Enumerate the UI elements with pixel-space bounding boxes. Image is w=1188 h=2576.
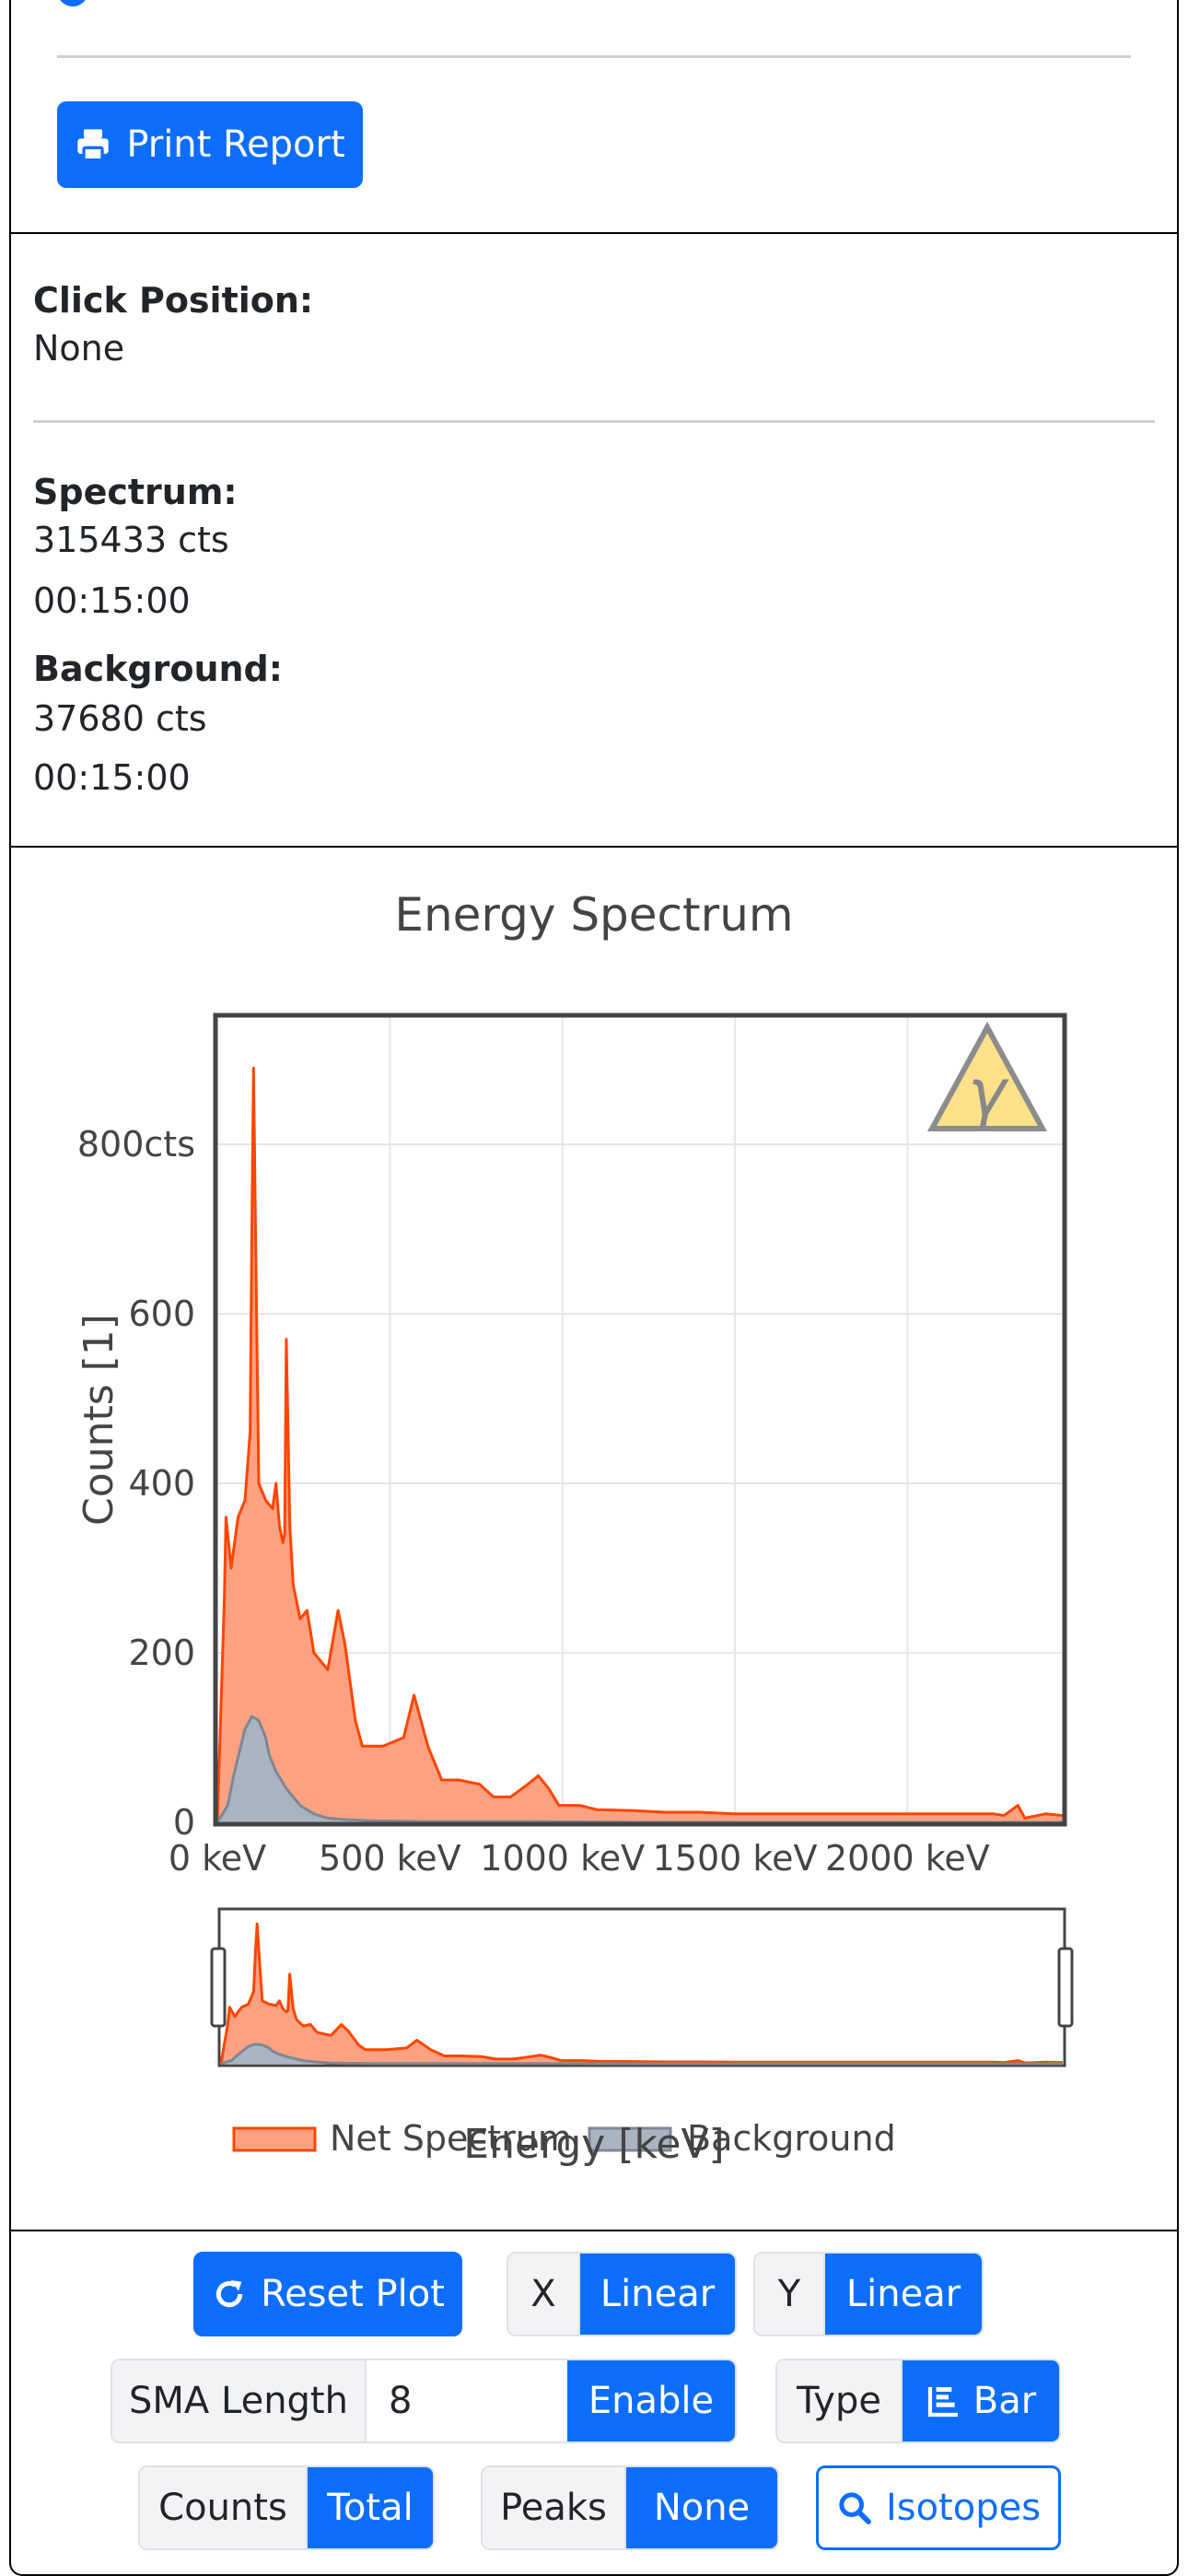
- spectrum-counts: 315433 cts: [33, 520, 229, 560]
- plot-type-group: Type Bar: [775, 2359, 1061, 2443]
- x-axis-ticks: 0 keV 500 keV 1000 keV 1500 keV 2000 keV: [169, 1838, 990, 1879]
- plot-panel: Energy Spectrum 0 200 400 600 800cts 0 keV 50…: [9, 848, 1179, 2231]
- energy-spectrum-chart[interactable]: Energy Spectrum 0 200 400 600 800cts 0 keV 50…: [11, 848, 1177, 2230]
- peaks-group: Peaks None: [481, 2465, 779, 2550]
- y-scale-group: Y Linear: [753, 2252, 984, 2336]
- legend: Net Spectrum Background: [232, 2118, 896, 2159]
- background-line[interactable]: [215, 1715, 1063, 1824]
- y-scale-label: Y: [755, 2254, 825, 2335]
- x-scale-button[interactable]: Linear: [580, 2254, 735, 2335]
- background-area: [217, 1716, 1063, 1822]
- x-tick-label: 2000 keV: [825, 1838, 990, 1879]
- range-slider[interactable]: [210, 1907, 1074, 2067]
- print-report-button[interactable]: Print Report: [57, 101, 363, 188]
- sma-length-input[interactable]: 8: [367, 2360, 567, 2441]
- svg-text:γ: γ: [968, 1055, 1009, 1130]
- counts-label: Counts: [140, 2467, 308, 2548]
- y-axis-ticks: 0 200 400 600 800cts: [77, 1124, 195, 1843]
- x-scale-label: X: [508, 2254, 580, 2335]
- divider: [33, 420, 1155, 423]
- x-tick-label: 1000 keV: [480, 1838, 645, 1879]
- slider-background-line[interactable]: [220, 2043, 1063, 2066]
- y-tick-label: 800cts: [77, 1124, 195, 1165]
- divider: [57, 55, 1131, 58]
- x-tick-label: 1500 keV: [653, 1838, 818, 1879]
- report-section: Print Report: [9, 0, 1179, 234]
- reset-plot-label: Reset Plot: [261, 2273, 445, 2315]
- sma-group: SMA Length 8 Enable: [111, 2359, 737, 2443]
- sma-enable-button[interactable]: Enable: [567, 2360, 735, 2441]
- plot-type-label: Type: [777, 2360, 903, 2441]
- plot-type-value: Bar: [973, 2380, 1037, 2422]
- x-tick-label: 0 keV: [169, 1838, 266, 1879]
- spectrum-label: Spectrum:: [33, 472, 238, 512]
- slider-net-spectrum-line[interactable]: [219, 1922, 1064, 2065]
- reset-plot-button[interactable]: Reset Plot: [193, 2252, 462, 2336]
- background-time: 00:15:00: [33, 757, 191, 798]
- grid: [217, 1017, 1063, 1822]
- bar-chart-icon: [927, 2387, 958, 2418]
- x-tick-label: 500 keV: [319, 1838, 461, 1879]
- counts-group: Counts Total: [138, 2465, 435, 2550]
- peaks-label: Peaks: [483, 2467, 626, 2548]
- partial-option-row: [57, 0, 88, 17]
- print-report-label: Print Report: [126, 123, 345, 166]
- y-scale-button[interactable]: Linear: [825, 2254, 982, 2335]
- x-scale-group: X Linear: [507, 2252, 737, 2336]
- click-position-label: Click Position:: [33, 280, 314, 321]
- range-slider-right-handle[interactable]: [1057, 1947, 1074, 2028]
- radio-selected-icon[interactable]: [57, 0, 88, 6]
- net-spectrum-area: [217, 1068, 1063, 1822]
- y-axis-title: Counts [1]: [76, 1314, 122, 1526]
- peaks-button[interactable]: None: [626, 2467, 777, 2548]
- printer-icon: [77, 129, 109, 162]
- reset-icon: [215, 2280, 243, 2308]
- background-counts: 37680 cts: [33, 698, 207, 739]
- background-label: Background:: [33, 649, 283, 689]
- slider-net-spectrum-area: [221, 1924, 1063, 2064]
- counts-button[interactable]: Total: [308, 2467, 433, 2548]
- legend-item-net[interactable]: Net Spectrum: [232, 2118, 572, 2159]
- isotopes-label: Isotopes: [885, 2487, 1042, 2529]
- y-tick-label: 0: [173, 1802, 195, 1843]
- range-slider-preview: [219, 1922, 1064, 2066]
- series-layer: [215, 1066, 1064, 1824]
- chart-title: Energy Spectrum: [394, 888, 793, 942]
- y-tick-label: 200: [128, 1633, 195, 1673]
- plot-type-button[interactable]: Bar: [903, 2360, 1059, 2441]
- gamma-warning-icon: γ: [926, 1021, 1048, 1131]
- legend-item-background[interactable]: Background: [588, 2118, 896, 2159]
- y-tick-label: 400: [128, 1463, 195, 1504]
- spectrum-time: 00:15:00: [33, 580, 191, 621]
- range-slider-left-handle[interactable]: [210, 1947, 227, 2028]
- search-icon: [839, 2492, 871, 2524]
- click-position-value: None: [33, 328, 125, 369]
- net-spectrum-line[interactable]: [215, 1066, 1064, 1823]
- isotopes-button[interactable]: Isotopes: [816, 2465, 1061, 2550]
- legend-label-background: Background: [687, 2118, 896, 2159]
- plot-area-border: [213, 1013, 1067, 1827]
- info-panel: Click Position: None Spectrum: 315433 ct…: [9, 234, 1179, 848]
- y-tick-label: 600: [128, 1294, 195, 1334]
- controls-panel: Reset Plot X Linear Y Linear SMA Length …: [9, 2231, 1179, 2576]
- x-axis-title: Energy [keV]: [463, 2121, 724, 2168]
- legend-label-net: Net Spectrum: [330, 2118, 572, 2159]
- sma-length-label: SMA Length: [112, 2360, 367, 2441]
